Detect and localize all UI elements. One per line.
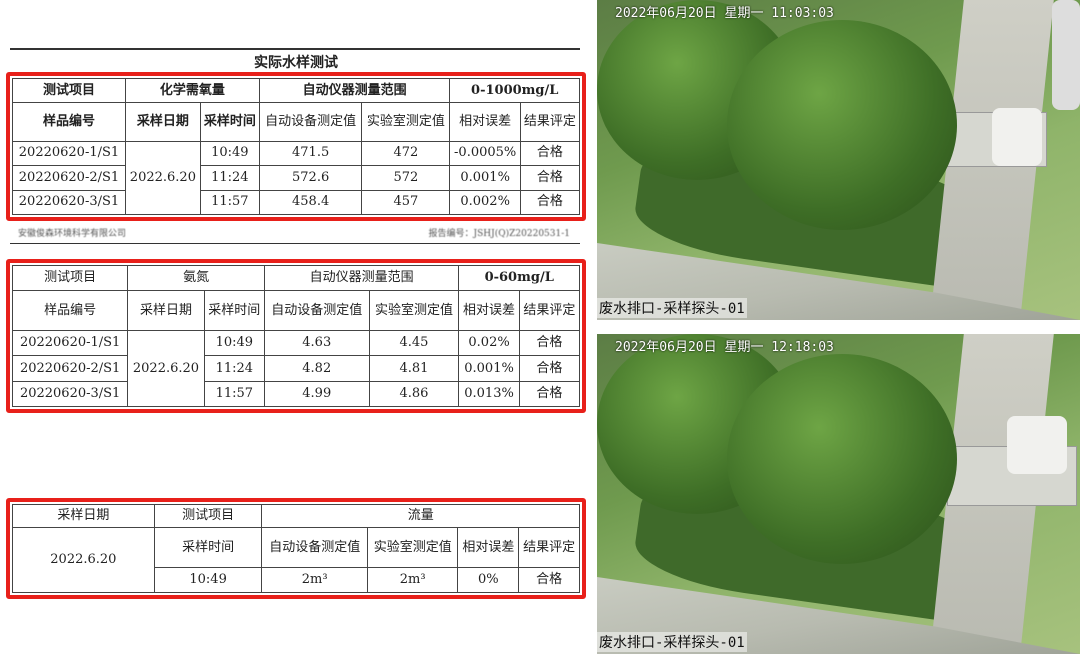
divider	[10, 48, 580, 50]
header-time: 采样时间	[153, 526, 263, 569]
sample-id: 20220620-1/S1	[12, 140, 126, 167]
table-row: 20220620-2/S1 11:24 572.6 572 0.001% 合格	[12, 165, 581, 191]
range-value: 0-60mg/L	[458, 264, 580, 292]
table-row: 10:49 2m³ 2m³ 0% 合格	[13, 567, 580, 593]
relative-error: 0%	[457, 567, 520, 593]
table-row: 20220620-1/S1 2022.6.20 10:49 471.5 472 -0.00…	[12, 140, 581, 216]
sample-time: 11:24	[199, 165, 260, 191]
header-date: 采样日期	[12, 504, 155, 528]
footer-company: 安徽俊森环境科学有限公司	[18, 229, 127, 239]
sample-date: 2022.6.20	[12, 526, 155, 594]
table-row: 20220620-1/S1 2022.6.20 10:49 4.63 4.45 0.02%…	[11, 329, 581, 408]
header-err: 相对误差	[458, 290, 520, 331]
auto-value: 458.4	[258, 189, 363, 216]
lab-value: 4.81	[368, 355, 460, 382]
result: 合格	[519, 140, 581, 167]
header-auto: 自动设备测定值	[263, 290, 370, 331]
camera-timestamp: 2022年06月20日 星期一 12:18:03	[615, 340, 834, 355]
result: 合格	[519, 189, 581, 216]
cod-table: 测试项目 化学需氧量 自动仪器测量范围 0-1000mg/L 样品编号 采样日期 采样时间…	[12, 77, 581, 216]
header-date: 采样日期	[127, 290, 205, 331]
header-result: 结果评定	[519, 102, 581, 142]
table-row: 20220620-3/S1 11:57 458.4 457 0.002% 合格	[12, 189, 581, 216]
cod-table-highlight: 测试项目 化学需氧量 自动仪器测量范围 0-1000mg/L 样品编号 采样日期 采样时间…	[6, 72, 586, 221]
sample-time: 11:57	[203, 380, 265, 408]
camera-photo-2: 2022年06月20日 星期一 12:18:03 废水排口-采样探头-01	[597, 334, 1080, 654]
header-result: 结果评定	[518, 290, 581, 331]
sample-date: 2022.6.20	[124, 140, 201, 216]
relative-error: 0.001%	[458, 355, 520, 382]
header-range: 自动仪器测量范围	[263, 264, 460, 292]
auto-value: 4.82	[263, 355, 370, 382]
parameter-name: 流量	[261, 504, 580, 528]
auto-value: 2m³	[261, 567, 368, 593]
header-sample-no: 样品编号	[12, 102, 126, 142]
lab-value: 572	[361, 165, 451, 191]
lab-value: 457	[361, 189, 451, 216]
lab-value: 4.86	[368, 380, 460, 408]
result: 合格	[518, 329, 581, 357]
result: 合格	[518, 355, 581, 382]
table-row: 20220620-3/S1 11:57 4.99 4.86 0.013% 合格	[11, 380, 581, 408]
relative-error: -0.0005%	[449, 140, 521, 167]
flow-table: 采样日期 测试项目 流量 2022.6.20 采样时间 自动设备测定值 实验室测定值 相对误…	[12, 504, 580, 594]
auto-value: 572.6	[258, 165, 363, 191]
divider	[10, 243, 580, 244]
sample-time: 11:24	[203, 355, 265, 382]
flow-table-highlight: 采样日期 测试项目 流量 2022.6.20 采样时间 自动设备测定值 实验室测定值 相对误…	[6, 498, 586, 599]
header-lab: 实验室测定值	[368, 290, 460, 331]
test-report: 实际水样测试 测试项目 化学需氧量 自动仪器测量范围 0-1000mg/L 样品编号采…	[6, 48, 586, 599]
header-item: 测试项目	[11, 264, 129, 292]
relative-error: 0.02%	[458, 329, 520, 357]
sample-time: 11:57	[199, 189, 260, 216]
parameter-name: 氨氮	[127, 264, 265, 292]
nh3-table: 测试项目 氨氮 自动仪器测量范围 0-60mg/L 样品编号 采样日期 采样时间 自动设备测…	[11, 264, 581, 408]
sample-id: 20220620-3/S1	[11, 380, 129, 408]
header-sample-no: 样品编号	[11, 290, 129, 331]
header-range: 自动仪器测量范围	[258, 77, 451, 104]
parameter-name: 化学需氧量	[124, 77, 260, 104]
header-time: 采样时间	[203, 290, 265, 331]
camera-caption: 废水排口-采样探头-01	[597, 632, 747, 652]
header-date: 采样日期	[124, 102, 201, 142]
result: 合格	[518, 567, 580, 593]
table-row: 20220620-2/S1 11:24 4.82 4.81 0.001% 合格	[11, 355, 581, 382]
result: 合格	[519, 165, 581, 191]
header-err: 相对误差	[457, 526, 520, 569]
report-title: 实际水样测试	[254, 55, 338, 71]
relative-error: 0.002%	[449, 189, 521, 216]
sample-id: 20220620-1/S1	[11, 329, 129, 357]
header-item: 测试项目	[12, 77, 126, 104]
auto-value: 471.5	[258, 140, 363, 167]
header-auto: 自动设备测定值	[258, 102, 363, 142]
lab-value: 4.45	[368, 329, 460, 357]
relative-error: 0.013%	[458, 380, 520, 408]
sample-time: 10:49	[199, 140, 260, 167]
header-lab: 实验室测定值	[361, 102, 451, 142]
sample-id: 20220620-2/S1	[12, 165, 126, 191]
header-lab: 实验室测定值	[366, 526, 459, 569]
sample-time: 10:49	[203, 329, 265, 357]
lab-value: 2m³	[366, 567, 459, 593]
range-value: 0-1000mg/L	[449, 77, 580, 104]
auto-value: 4.63	[263, 329, 370, 357]
header-time: 采样时间	[199, 102, 260, 142]
camera-photo-1: 2022年06月20日 星期一 11:03:03 废水排口-采样探头-01	[597, 0, 1080, 320]
sample-date: 2022.6.20	[127, 329, 205, 408]
result: 合格	[518, 380, 581, 408]
header-err: 相对误差	[449, 102, 521, 142]
camera-caption: 废水排口-采样探头-01	[597, 298, 747, 318]
auto-value: 4.99	[263, 380, 370, 408]
relative-error: 0.001%	[449, 165, 521, 191]
camera-timestamp: 2022年06月20日 星期一 11:03:03	[615, 6, 834, 21]
header-item: 测试项目	[153, 504, 263, 528]
footer-report-no: 报告编号：JSHJ(Q)Z20220531-1	[428, 229, 570, 239]
header-result: 结果评定	[518, 526, 580, 569]
nh3-table-highlight: 测试项目 氨氮 自动仪器测量范围 0-60mg/L 样品编号 采样日期 采样时间 自动设备测…	[6, 259, 586, 413]
lab-value: 472	[361, 140, 451, 167]
header-auto: 自动设备测定值	[261, 526, 368, 569]
sample-id: 20220620-3/S1	[12, 189, 126, 216]
sample-id: 20220620-2/S1	[11, 355, 129, 382]
sample-time: 10:49	[153, 567, 263, 593]
